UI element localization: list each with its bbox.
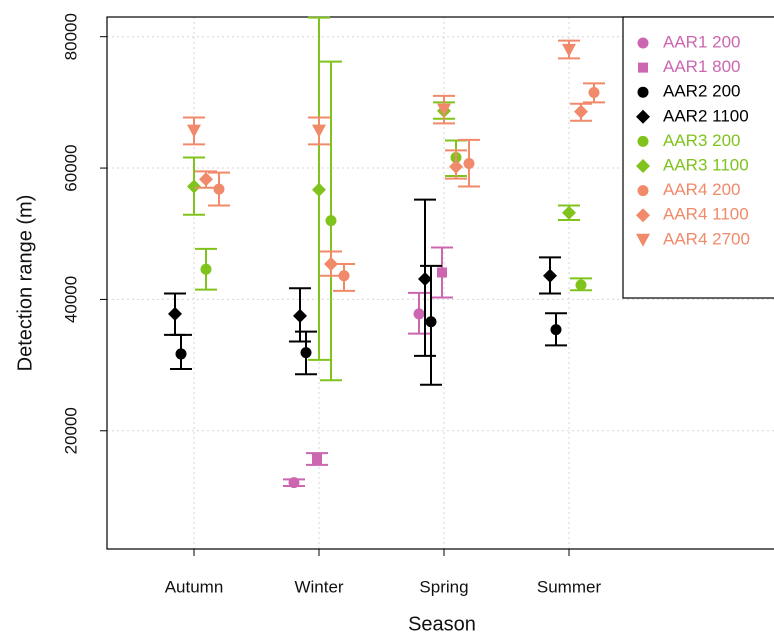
point: [588, 87, 600, 99]
point: [213, 183, 225, 195]
point: [463, 157, 475, 169]
series: [183, 16, 580, 361]
point: [550, 324, 562, 336]
point: [199, 172, 213, 187]
point: [637, 86, 649, 98]
legend-label: AAR1 800: [663, 57, 741, 76]
series: [164, 198, 561, 357]
point: [187, 179, 201, 194]
point: [418, 272, 432, 287]
x-tick-label: Spring: [419, 577, 468, 596]
point: [312, 124, 326, 138]
y-axis-title: Detection range (m): [14, 195, 36, 372]
point: [636, 208, 650, 223]
point: [637, 185, 649, 197]
legend-label: AAR4 1100: [663, 205, 749, 224]
point: [324, 256, 338, 271]
x-tick-label: Winter: [294, 577, 343, 596]
series: [208, 82, 605, 292]
point: [636, 233, 650, 247]
point: [562, 205, 576, 220]
point: [288, 477, 300, 489]
y-tick-label: 40000: [61, 276, 80, 323]
point: [312, 454, 322, 465]
point: [187, 124, 201, 138]
legend-label: AAR4 2700: [663, 229, 750, 248]
point: [638, 62, 648, 73]
point: [175, 348, 187, 360]
point: [575, 279, 587, 291]
series: [170, 264, 567, 386]
point: [168, 306, 182, 321]
series: [306, 246, 453, 466]
point: [338, 270, 350, 282]
point: [437, 103, 451, 117]
x-axis-title: Season: [408, 613, 476, 635]
series: [183, 39, 580, 146]
point: [300, 347, 312, 359]
point: [636, 159, 650, 173]
point: [574, 104, 588, 119]
point: [449, 159, 463, 174]
series: [195, 60, 592, 382]
legend-label: AAR4 200: [663, 180, 741, 199]
point: [543, 268, 557, 283]
y-tick-label: 60000: [61, 144, 80, 191]
legend-label: AAR1 200: [663, 32, 741, 51]
point: [562, 43, 576, 57]
y-tick-label: 20000: [61, 407, 80, 454]
series: [195, 102, 592, 277]
point: [413, 308, 425, 320]
legend: AAR1 200 AAR1 800 AAR2 200 AAR2 1100 AAR3 20…: [622, 16, 774, 299]
x-tick-label: Autumn: [165, 577, 224, 596]
series: [283, 291, 430, 489]
point: [637, 37, 649, 49]
point: [325, 215, 337, 227]
plot-frame: [106, 16, 774, 550]
legend-label: AAR3 200: [663, 131, 741, 150]
point: [293, 308, 307, 323]
y-tick-label: 80000: [61, 13, 80, 60]
x-tick-label: Summer: [537, 577, 602, 596]
legend-box: [622, 16, 774, 299]
point: [200, 263, 212, 275]
legend-label: AAR2 200: [663, 82, 741, 101]
point: [637, 135, 649, 147]
legend-label: AAR3 1100: [663, 155, 749, 174]
point: [437, 267, 447, 278]
legend-label: AAR2 1100: [663, 106, 749, 125]
point: [425, 316, 437, 328]
point: [636, 109, 650, 124]
point: [312, 182, 326, 197]
